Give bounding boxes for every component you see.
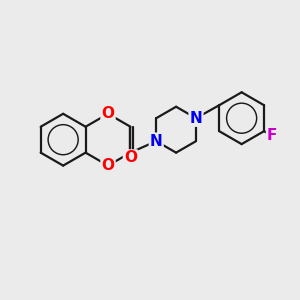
Text: N: N bbox=[190, 111, 202, 126]
Text: O: O bbox=[101, 158, 115, 173]
Text: O: O bbox=[124, 150, 137, 165]
Text: O: O bbox=[101, 106, 115, 121]
Text: N: N bbox=[150, 134, 163, 149]
Text: F: F bbox=[267, 128, 278, 143]
